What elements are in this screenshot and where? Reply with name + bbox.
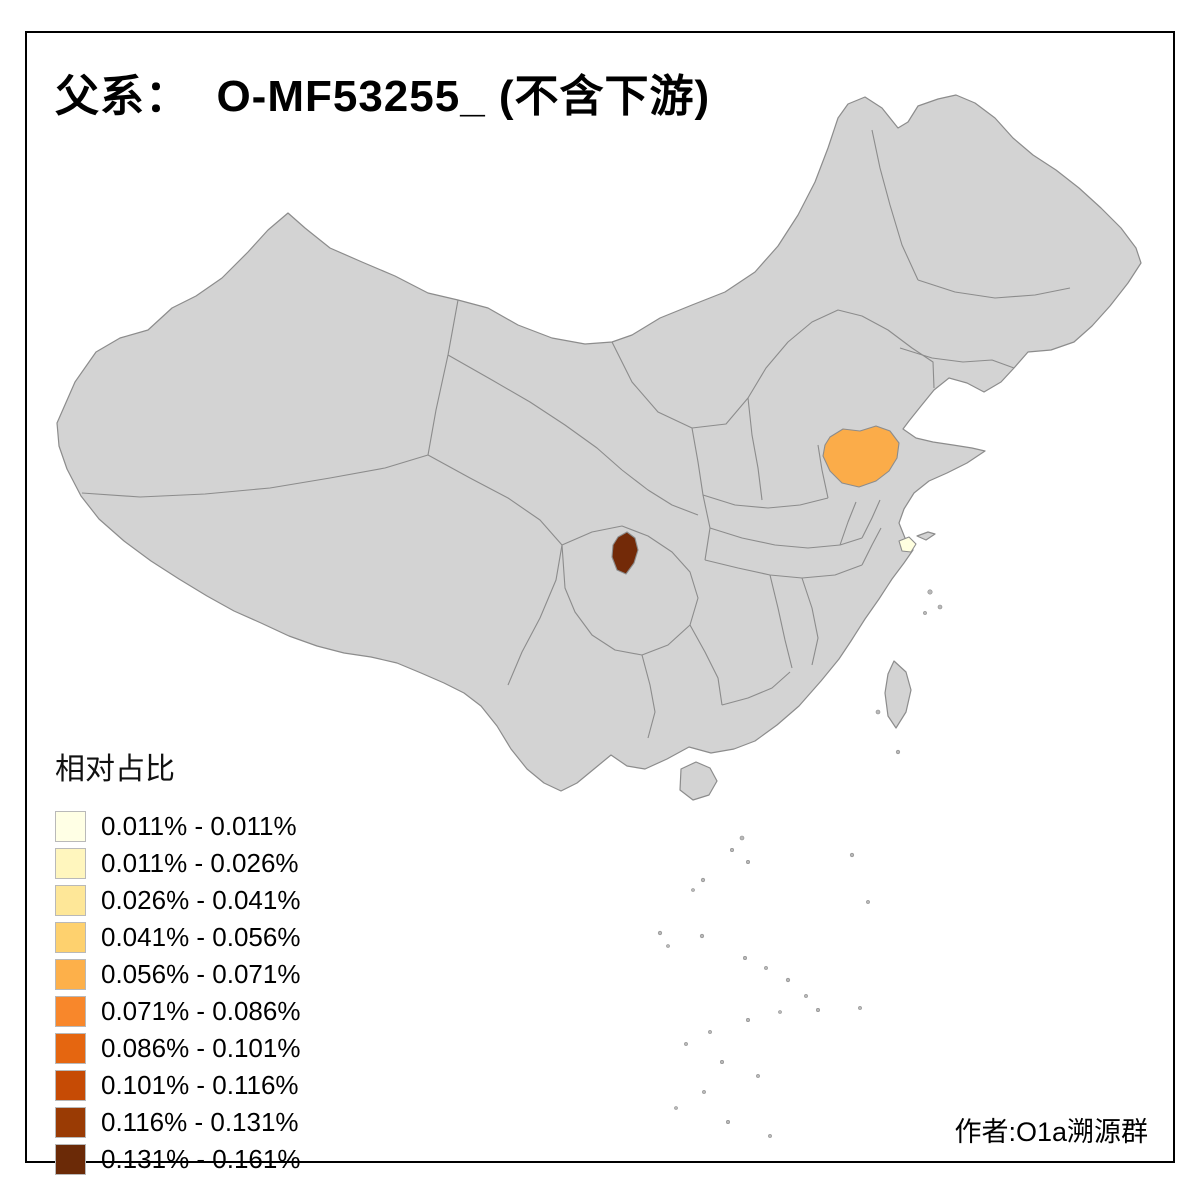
legend-item: 0.026% - 0.041% — [55, 882, 300, 919]
legend-label: 0.116% - 0.131% — [101, 1107, 299, 1137]
legend-swatch — [55, 1107, 86, 1138]
legend-swatch — [55, 959, 86, 990]
province-boundaries — [81, 129, 1071, 739]
region-sichuan-highlight — [611, 531, 639, 575]
legend-swatch — [55, 885, 86, 916]
legend-swatch — [55, 811, 86, 842]
highlighted-regions — [611, 425, 917, 575]
legend-item: 0.011% - 0.026% — [55, 845, 300, 882]
legend-item: 0.116% - 0.131% — [55, 1104, 300, 1141]
map-title: 父系： O-MF53255_ (不含下游) — [55, 72, 711, 121]
island-chongming — [916, 531, 936, 541]
legend-item: 0.086% - 0.101% — [55, 1030, 300, 1067]
island-hainan — [679, 761, 718, 801]
legend-swatch — [55, 1070, 86, 1101]
legend-item: 0.056% - 0.071% — [55, 956, 300, 993]
legend-swatch — [55, 1033, 86, 1064]
legend-item: 0.041% - 0.056% — [55, 919, 300, 956]
legend-label: 0.011% - 0.011% — [101, 811, 297, 841]
base-regions — [56, 94, 1142, 801]
region-shanghai-highlight — [898, 536, 917, 553]
credit-text: 作者:O1a溯源群 — [954, 1117, 1148, 1147]
region-shandong-highlight — [822, 425, 900, 488]
legend-item: 0.071% - 0.086% — [55, 993, 300, 1030]
legend-item: 0.011% - 0.011% — [55, 808, 300, 845]
legend-swatch — [55, 848, 86, 879]
island-taiwan — [884, 660, 912, 729]
legend-title: 相对占比 — [55, 753, 175, 786]
legend: 相对占比 0.011% - 0.011% 0.011% - 0.026% 0.0… — [55, 744, 300, 1178]
legend-label: 0.011% - 0.026% — [101, 848, 299, 878]
legend-item: 0.101% - 0.116% — [55, 1067, 300, 1104]
legend-label: 0.026% - 0.041% — [101, 885, 301, 915]
legend-label: 0.041% - 0.056% — [101, 922, 301, 952]
china-mainland-shape — [56, 94, 1142, 792]
legend-swatch — [55, 1144, 86, 1175]
legend-label: 0.101% - 0.116% — [101, 1070, 299, 1100]
sea-islets — [657, 589, 943, 1138]
legend-label: 0.056% - 0.071% — [101, 959, 301, 989]
legend-swatch — [55, 996, 86, 1027]
legend-swatch — [55, 922, 86, 953]
legend-label: 0.131% - 0.161% — [101, 1144, 301, 1174]
legend-label: 0.086% - 0.101% — [101, 1033, 301, 1063]
legend-label: 0.071% - 0.086% — [101, 996, 301, 1026]
legend-item: 0.131% - 0.161% — [55, 1141, 300, 1178]
